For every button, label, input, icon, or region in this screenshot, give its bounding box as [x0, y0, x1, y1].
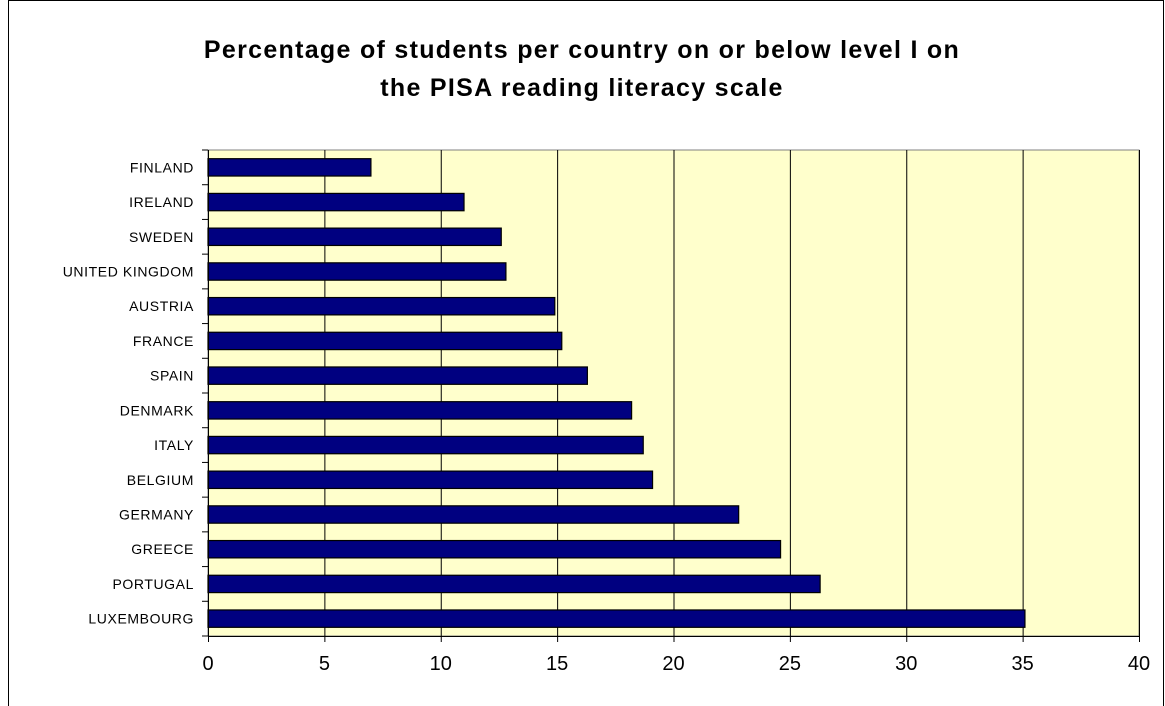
bar-portugal: [207, 574, 821, 594]
bar-finland: [207, 158, 372, 177]
chart-title-line-2: the PISA reading literacy scale: [380, 74, 783, 102]
category-label: LUXEMBOURG: [88, 611, 194, 627]
bar-denmark: [207, 401, 633, 420]
bar-austria: [207, 296, 556, 316]
bar-united-kingdom: [207, 262, 507, 281]
chart-title-line-1: Percentage of students per country on or…: [204, 36, 960, 64]
bar-greece: [207, 539, 782, 559]
bar-sweden: [207, 227, 502, 247]
category-label: GREECE: [131, 541, 194, 557]
x-tick-label: 30: [895, 653, 917, 675]
chart-title: Percentage of students per country on or…: [204, 36, 960, 102]
x-tick-label: 15: [546, 653, 568, 675]
category-labels: FINLAND IRELAND SWEDEN UNITED KINGDOM AUSTRI…: [63, 159, 194, 626]
category-label: BELGIUM: [127, 472, 194, 488]
x-tick-label: 40: [1128, 653, 1150, 675]
category-label: GERMANY: [119, 507, 194, 523]
category-label: AUSTRIA: [129, 298, 194, 314]
x-tick-label: 35: [1012, 653, 1034, 675]
category-label: SPAIN: [150, 368, 194, 384]
x-tick-label: 5: [319, 653, 330, 675]
axes: [202, 149, 1140, 642]
x-tick-label: 10: [430, 653, 452, 675]
x-tick-label: 20: [662, 653, 684, 675]
x-tick-labels: 0 5 10 15 20 25 30 35 40: [202, 653, 1150, 675]
bar-belgium: [207, 470, 654, 490]
category-label: SWEDEN: [129, 229, 194, 245]
category-label: UNITED KINGDOM: [63, 264, 194, 280]
bar-ireland: [207, 192, 465, 212]
chart-frame: [8, 0, 1164, 706]
category-label: ITALY: [154, 437, 194, 453]
bar-germany: [207, 505, 740, 524]
category-label: FINLAND: [130, 159, 194, 175]
category-label: FRANCE: [133, 333, 194, 349]
bars: [207, 158, 1026, 628]
x-tick-label: 0: [202, 653, 213, 675]
bar-france: [207, 331, 563, 351]
bar-spain: [207, 366, 588, 385]
category-label: PORTUGAL: [112, 576, 194, 592]
x-tick-label: 25: [779, 653, 801, 675]
category-label: IRELAND: [129, 194, 194, 210]
category-label: DENMARK: [120, 402, 194, 418]
bar-luxembourg: [207, 609, 1026, 628]
bar-italy: [207, 435, 644, 455]
